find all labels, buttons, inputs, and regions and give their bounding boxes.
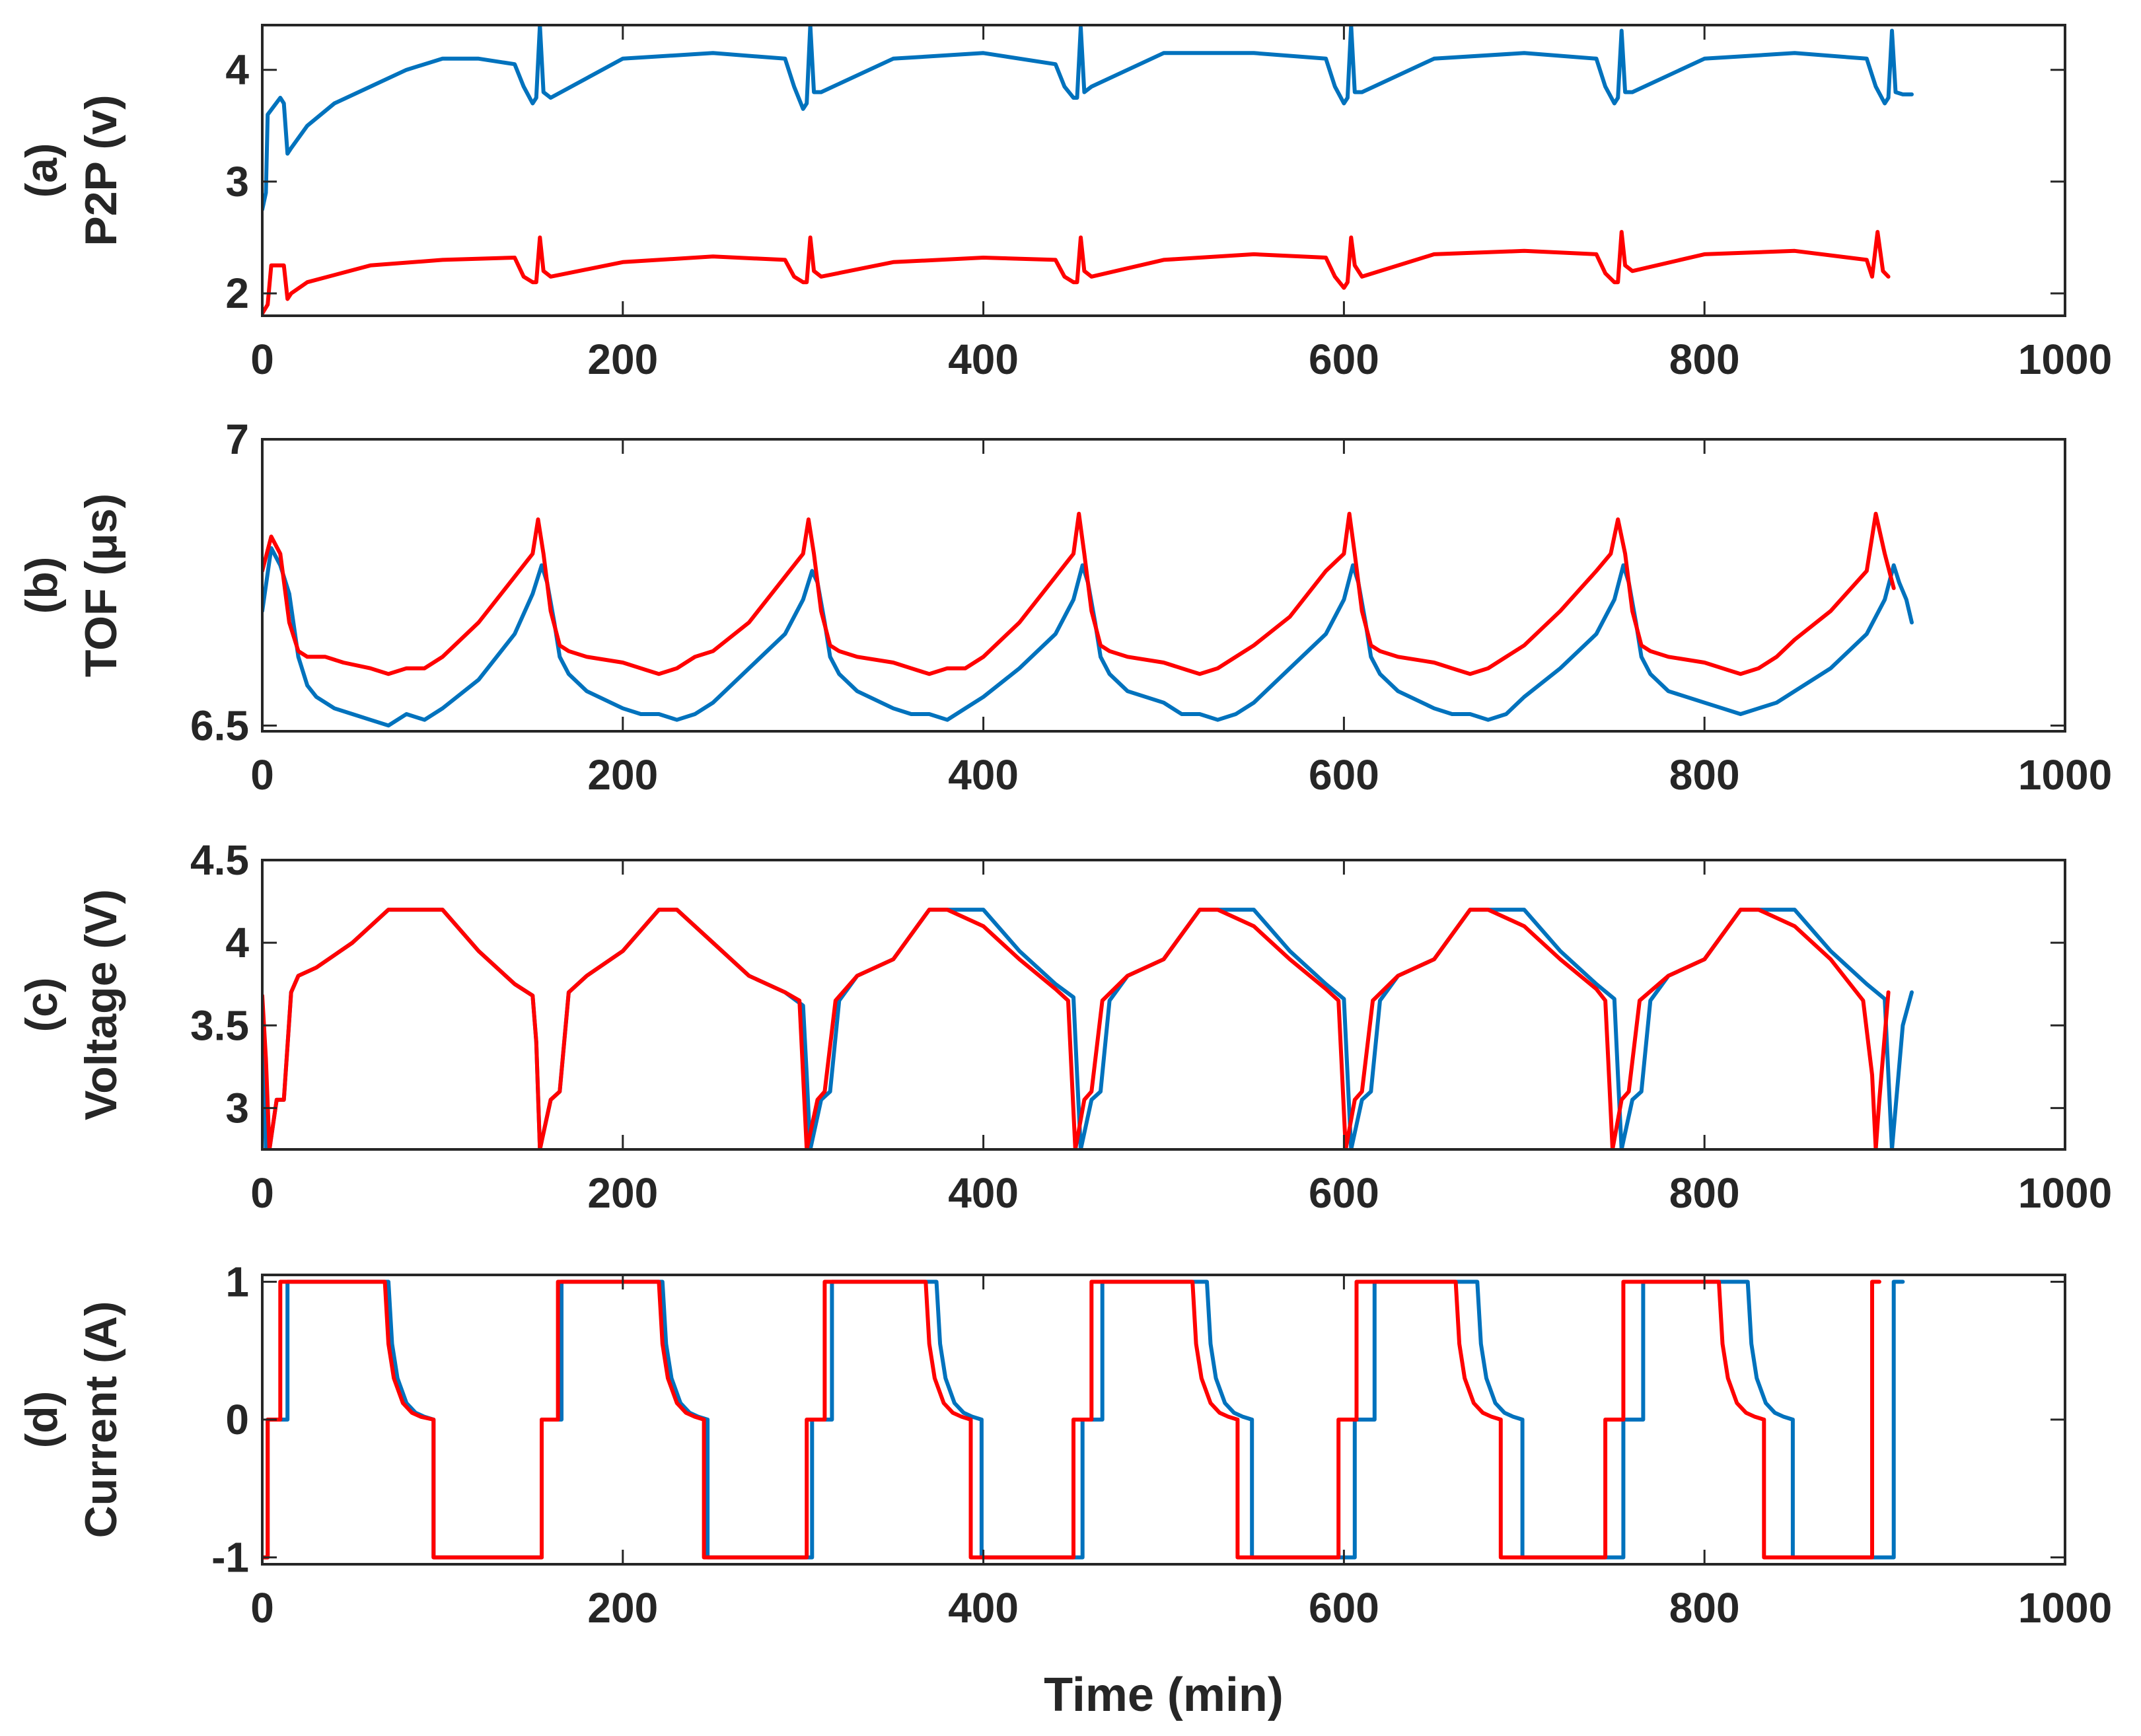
x-tick-label: 600 xyxy=(1309,1169,1379,1217)
y-tick-label: 6.5 xyxy=(190,702,249,749)
y-axis-label: TOF (μs) xyxy=(76,493,126,677)
chart-panel-4: 0 200 400 600 800 1000-101(d) Current (A)Time … xyxy=(17,1258,2112,1721)
axes-box xyxy=(261,24,2066,317)
y-tick-label: 2 xyxy=(225,270,249,317)
x-tick-label: 0 xyxy=(250,751,274,799)
x-tick-label: 600 xyxy=(1309,751,1379,799)
x-tick-label: 800 xyxy=(1669,751,1740,799)
axes-box xyxy=(261,859,2066,1151)
chart-panel-1: 0 200 400 600 800 1000 2 3 4 (a) P2P (v) xyxy=(17,24,2112,383)
x-tick-label: 800 xyxy=(1669,336,1740,383)
y-tick-label: 7 xyxy=(225,416,249,463)
x-tick-label: 200 xyxy=(587,1169,658,1217)
x-tick-label: 600 xyxy=(1309,336,1379,383)
series-red-line xyxy=(262,908,1891,1149)
y-axis-label: P2P (v) xyxy=(76,94,126,246)
x-tick-label: 1000 xyxy=(2018,1584,2112,1632)
axes-box xyxy=(261,438,2066,733)
series-red-line xyxy=(262,230,1891,316)
plot-area xyxy=(262,908,1914,1149)
x-tick-label: 400 xyxy=(948,751,1019,799)
plot-area xyxy=(262,511,1914,728)
x-tick-label: 800 xyxy=(1669,1584,1740,1632)
x-axis-label: Time (min) xyxy=(1044,1669,1284,1721)
y-tick-label: 4.5 xyxy=(190,836,249,884)
x-tick-label: 800 xyxy=(1669,1169,1740,1217)
x-tick-label: 200 xyxy=(587,1584,658,1632)
panel-tag: (c) xyxy=(17,977,67,1032)
x-tick-label: 1000 xyxy=(2018,1169,2112,1217)
series-blue-line xyxy=(262,908,1914,1149)
chart-panel-3: 0 200 400 600 800 1000 3 3.5 4 4.5 (c) Voltage (V) xyxy=(17,836,2112,1217)
plot-area xyxy=(262,25,1914,316)
y-tick-label: 4 xyxy=(225,919,249,966)
series-red-line xyxy=(262,511,1896,676)
y-axis-label: Voltage (V) xyxy=(76,889,126,1120)
plot-area xyxy=(262,1280,1905,1560)
x-tick-label: 0 xyxy=(250,1169,274,1217)
y-tick-label: 3 xyxy=(225,1084,249,1132)
panel-tag: (d) xyxy=(17,1391,67,1449)
y-tick-label: 4 xyxy=(225,46,249,94)
panel-tag: (b) xyxy=(17,557,67,614)
series-blue-line xyxy=(262,25,1914,212)
y-tick-label: 3.5 xyxy=(190,1001,249,1049)
x-tick-label: 200 xyxy=(587,751,658,799)
x-tick-label: 1000 xyxy=(2018,751,2112,799)
x-tick-label: 1000 xyxy=(2018,336,2112,383)
x-tick-label: 400 xyxy=(948,336,1019,383)
y-tick-label: 0 xyxy=(225,1396,249,1443)
x-tick-label: 0 xyxy=(250,336,274,383)
x-tick-label: 400 xyxy=(948,1584,1019,1632)
x-tick-label: 0 xyxy=(250,1584,274,1632)
panel-tag: (a) xyxy=(17,143,67,198)
y-tick-label: -1 xyxy=(211,1534,249,1581)
y-axis-label: Current (A) xyxy=(76,1301,126,1538)
x-tick-label: 200 xyxy=(587,336,658,383)
x-tick-label: 600 xyxy=(1309,1584,1379,1632)
y-tick-label: 1 xyxy=(225,1258,249,1305)
x-tick-label: 400 xyxy=(948,1169,1019,1217)
y-tick-label: 3 xyxy=(225,158,249,205)
series-red-line xyxy=(262,1280,1881,1560)
chart-panel-2: 0 200 400 600 800 1000 6.5 7 (b) TOF (μs) xyxy=(17,416,2112,799)
